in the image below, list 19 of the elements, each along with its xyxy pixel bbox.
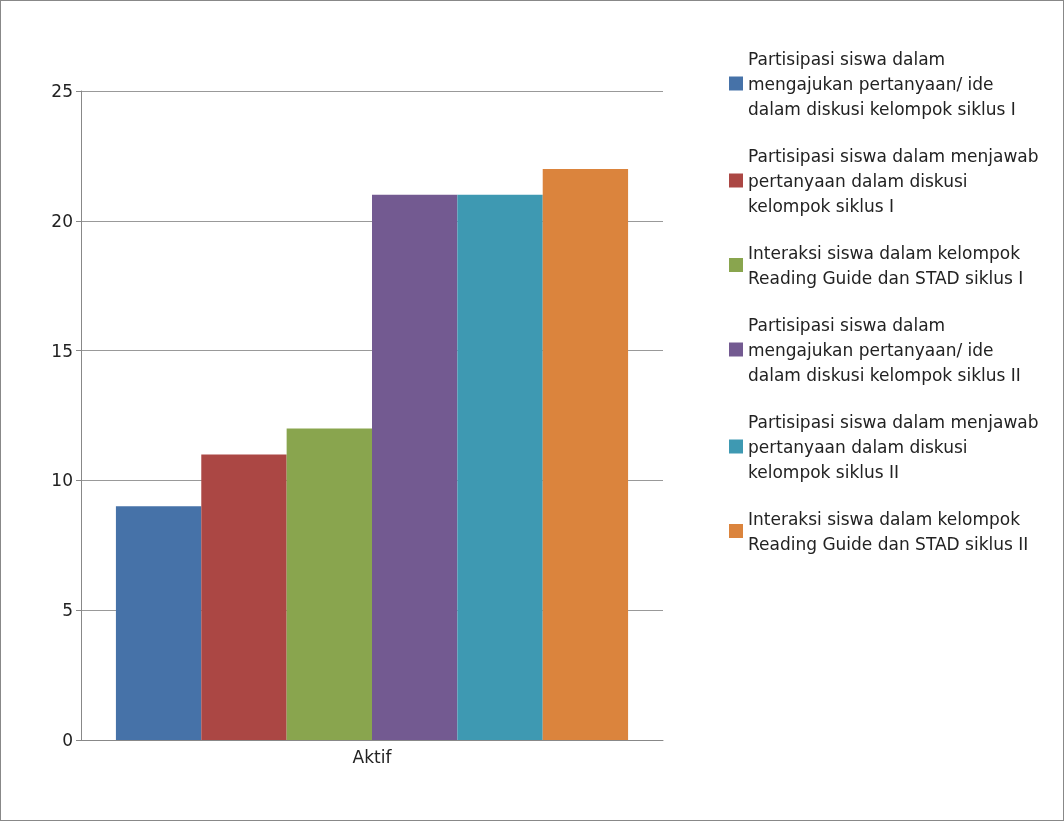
- legend-label: Partisipasi siswa dalam mengajukan pertanyaan/ ide dalam diskusi kelompok siklus II: [748, 314, 1021, 385]
- y-tick-label: 0: [62, 730, 73, 750]
- y-tick-label: 5: [62, 600, 73, 621]
- bar: [457, 194, 543, 740]
- y-tick-label: 25: [51, 81, 73, 101]
- bar: [372, 194, 458, 740]
- bar: [286, 428, 372, 740]
- legend-label: Interaksi siswa dalam kelompok Reading Guide dan STAD siklus II: [748, 508, 1029, 554]
- legend-label: Partisipasi siswa dalam mengajukan pertanyaan/ ide dalam diskusi kelompok siklus I: [748, 48, 1016, 119]
- legend-label: Interaksi siswa dalam kelompok Reading Guide dan STAD siklus I: [748, 242, 1026, 288]
- x-tick-label: Aktif: [352, 746, 393, 767]
- y-tick-label: 10: [51, 470, 73, 491]
- y-tick-label: 15: [51, 340, 73, 361]
- bar: [201, 454, 287, 740]
- y-tick-label: 20: [51, 210, 73, 231]
- legend-label: Partisipasi siswa dalam menjawab pertanyaan dalam diskusi kelompok siklus II: [748, 411, 1044, 482]
- bar: [115, 506, 202, 740]
- bar: [542, 168, 629, 740]
- legend-label: Partisipasi siswa dalam menjawab pertanyaan dalam diskusi kelompok siklus I: [748, 145, 1044, 216]
